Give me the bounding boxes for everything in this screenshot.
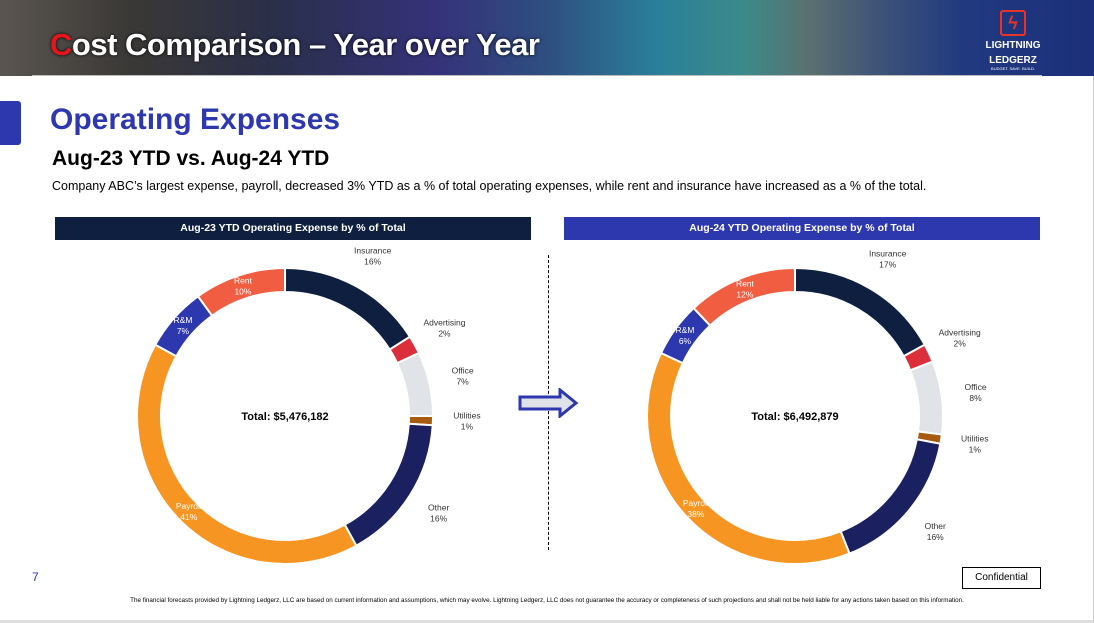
data-label: Office 8% [965, 382, 987, 403]
data-label: Payroll 41% [176, 501, 202, 522]
center-total-label: Total: $5,476,182 [241, 411, 328, 423]
donut-chart-aug23: Insurance 16% Advertising 2% Office 7% Utiliti… [136, 246, 481, 565]
lightning-icon: ϟ [1000, 10, 1026, 36]
slice-other [343, 422, 434, 548]
data-label: Insurance 17% [869, 248, 907, 269]
chart-title-aug23: Aug-23 YTD Operating Expense by % of Tot… [55, 217, 531, 240]
center-total-label: Total: $6,492,879 [751, 411, 838, 423]
lightning-ledgerz-logo: ϟ LIGHTNING LEDGERZ BUDGET. SAVE. BUILD. [978, 10, 1048, 72]
section-description: Company ABC’s largest expense, payroll, … [52, 179, 927, 193]
data-label: Other 16% [925, 521, 946, 542]
data-label: Payroll 38% [683, 498, 709, 519]
data-label: Rent 12% [736, 279, 755, 300]
data-label: Office 7% [452, 365, 474, 386]
data-label: Insurance 16% [354, 246, 392, 267]
data-label: Advertising 2% [423, 317, 465, 338]
slice-rent [196, 266, 286, 318]
data-label: R&M 7% [174, 315, 193, 336]
confidential-label: Confidential [962, 567, 1041, 589]
chart-title-aug24: Aug-24 YTD Operating Expense by % of Tot… [564, 217, 1040, 240]
slice-insurance [284, 266, 412, 351]
data-label: Utilities 1% [453, 411, 480, 432]
data-label: Utilities 1% [961, 433, 988, 454]
header-banner: Cost Comparison – Year over Year ϟ LIGHT… [0, 0, 1094, 76]
data-label: Other 16% [428, 503, 449, 524]
slice-payroll [646, 351, 851, 565]
donut-chart-aug24: Insurance 17% Advertising 2% Office 8% Utiliti… [646, 248, 988, 565]
section-subtitle: Aug-23 YTD vs. Aug-24 YTD [52, 147, 330, 170]
slice-rent [692, 266, 796, 328]
page-number: 7 [32, 570, 39, 584]
data-label: Advertising 2% [939, 328, 981, 349]
slice-other [839, 438, 942, 555]
data-label: R&M 6% [676, 325, 695, 346]
right-arrow-icon [518, 388, 579, 418]
data-label: Rent 10% [234, 276, 253, 297]
disclaimer: The financial forecasts provided by Ligh… [130, 597, 964, 604]
slice-insurance [794, 266, 927, 358]
header-divider [32, 75, 1042, 76]
slice-office [395, 351, 435, 417]
slide-title: Cost Comparison – Year over Year [50, 27, 540, 62]
section-accent-bar [0, 101, 21, 145]
slice-office [908, 360, 944, 436]
section-title: Operating Expenses [50, 103, 341, 136]
slice-payroll [136, 343, 358, 565]
